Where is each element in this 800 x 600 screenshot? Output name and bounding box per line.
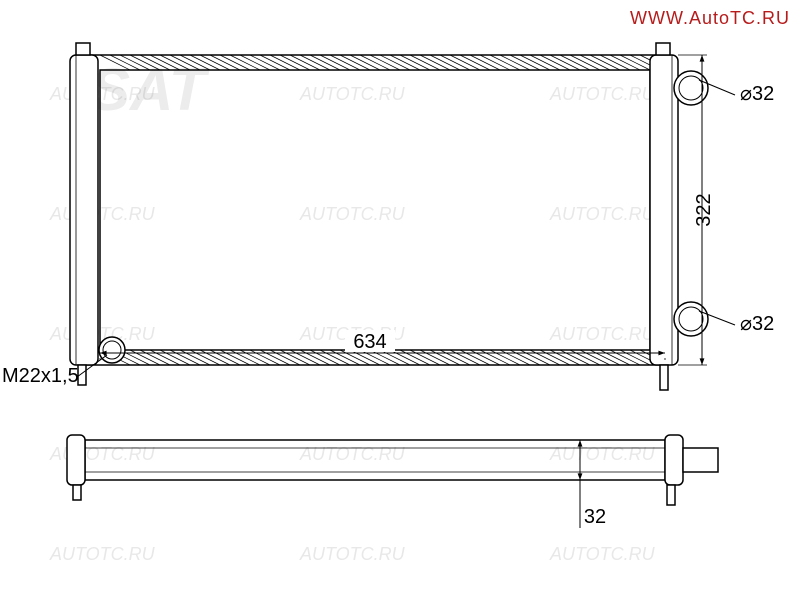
technical-drawing-svg: AUTOTC.RU AUTOTC.RU AUTOTC.RU AUTOTC.RU AUTO…: [0, 0, 800, 600]
svg-text:⌀32: ⌀32: [740, 83, 774, 105]
svg-text:AUTOTC.RU: AUTOTC.RU: [549, 84, 656, 104]
svg-text:AUTOTC.RU: AUTOTC.RU: [299, 544, 406, 564]
svg-text:322: 322: [693, 193, 715, 226]
svg-text:634: 634: [353, 331, 386, 353]
svg-text:AUTOTC.RU: AUTOTC.RU: [299, 444, 406, 464]
svg-text:AUTOTC.RU: AUTOTC.RU: [549, 444, 656, 464]
svg-text:AUTOTC.RU: AUTOTC.RU: [49, 444, 156, 464]
drawing-area: AUTOTC.RU AUTOTC.RU AUTOTC.RU AUTOTC.RU AUTO…: [0, 0, 800, 600]
svg-text:AUTOTC.RU: AUTOTC.RU: [49, 204, 156, 224]
source-url: WWW.AutoTC.RU: [630, 8, 790, 29]
svg-text:⌀32: ⌀32: [740, 313, 774, 335]
svg-text:AUTOTC.RU: AUTOTC.RU: [549, 544, 656, 564]
svg-text:AUTOTC.RU: AUTOTC.RU: [549, 204, 656, 224]
svg-text:32: 32: [584, 506, 606, 528]
svg-text:AUTOTC.RU: AUTOTC.RU: [549, 324, 656, 344]
svg-text:AUTOTC.RU: AUTOTC.RU: [299, 204, 406, 224]
svg-text:AUTOTC.RU: AUTOTC.RU: [49, 544, 156, 564]
svg-text:M22x1,5: M22x1,5: [2, 365, 79, 387]
svg-text:AUTOTC.RU: AUTOTC.RU: [299, 84, 406, 104]
